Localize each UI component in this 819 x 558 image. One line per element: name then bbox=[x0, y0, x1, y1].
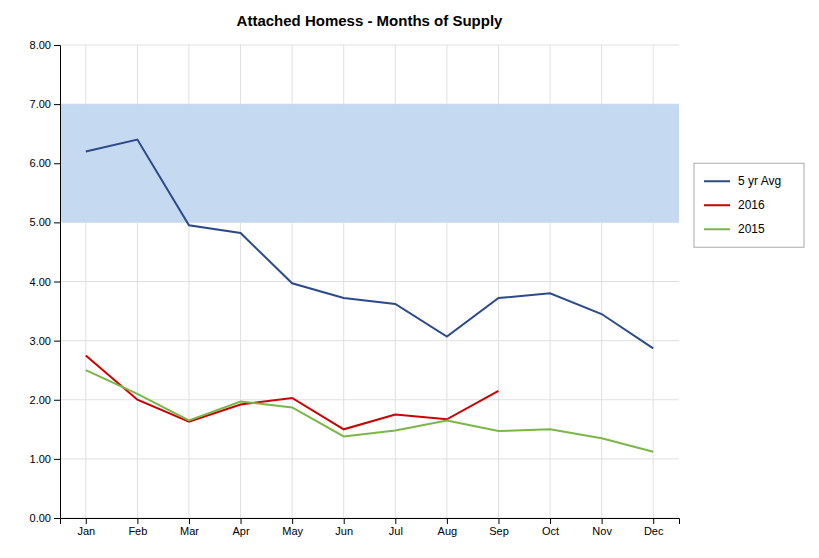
chart: 0.00 1.00 2.00 3.00 4.00 5.00 6.00 7.00 8.00 Jan F… bbox=[0, 0, 819, 558]
y-tick-mark bbox=[54, 222, 60, 223]
y-tick-mark bbox=[54, 45, 60, 46]
x-tick-label: Sep bbox=[489, 525, 509, 537]
y-tick-mark bbox=[54, 459, 60, 460]
x-tick: Nov bbox=[592, 518, 612, 537]
y-axis-line bbox=[54, 46, 61, 519]
grid-line-y bbox=[60, 399, 679, 400]
y-tick-label: 1.00 bbox=[30, 453, 51, 465]
x-tick: Oct bbox=[542, 518, 559, 537]
y-tick-label: 8.00 bbox=[30, 39, 51, 51]
y-tick-mark bbox=[54, 518, 60, 519]
x-tick: Dec bbox=[644, 518, 664, 537]
x-tick: Jul bbox=[389, 518, 403, 537]
y-tick-label: 3.00 bbox=[30, 335, 51, 347]
y-tick-mark bbox=[54, 163, 60, 164]
x-tick: Apr bbox=[232, 518, 249, 537]
x-tick-label: Aug bbox=[438, 525, 458, 537]
x-tick: Sep bbox=[489, 518, 509, 537]
x-tick: Mar bbox=[180, 518, 199, 537]
legend-label: 2015 bbox=[738, 222, 765, 236]
y-tick-mark bbox=[54, 400, 60, 401]
x-tick-mark bbox=[498, 518, 499, 524]
legend-item: 2015 bbox=[704, 222, 765, 236]
x-tick-label: Mar bbox=[180, 525, 199, 537]
series-line bbox=[86, 355, 499, 429]
title: Attached Homess - Months of Supply bbox=[237, 12, 504, 29]
shade-band bbox=[60, 104, 679, 222]
x-tick-mark bbox=[137, 518, 138, 524]
y-tick-label: 4.00 bbox=[30, 276, 51, 288]
legend-label: 5 yr Avg bbox=[738, 174, 781, 188]
legend-swatch bbox=[704, 228, 730, 230]
grid-line-y bbox=[60, 340, 679, 341]
y-tick-mark bbox=[54, 341, 60, 342]
y-tick: 4.00 bbox=[30, 276, 60, 288]
y-tick-label: 2.00 bbox=[30, 394, 51, 406]
grid-line-y bbox=[60, 45, 679, 46]
x-tick-mark bbox=[395, 518, 396, 524]
legend-swatch bbox=[704, 204, 730, 206]
plot: 0.00 1.00 2.00 3.00 4.00 5.00 6.00 7.00 8.00 Jan F… bbox=[30, 39, 680, 537]
y-tick-mark bbox=[54, 104, 60, 105]
series-line bbox=[86, 370, 653, 452]
x-tick-label: Dec bbox=[644, 525, 664, 537]
y-tick-label: 7.00 bbox=[30, 98, 51, 110]
series-line bbox=[86, 140, 653, 349]
x-tick-label: Apr bbox=[232, 525, 249, 537]
y-tick: 5.00 bbox=[30, 216, 60, 228]
x-tick-mark bbox=[447, 518, 448, 524]
x-tick: Aug bbox=[438, 518, 458, 537]
x-tick: Jan bbox=[77, 518, 95, 537]
legend-swatch bbox=[704, 180, 730, 182]
y-axis: 0.00 1.00 2.00 3.00 4.00 5.00 6.00 7.00 8.00 bbox=[30, 39, 61, 524]
legend-label: 2016 bbox=[738, 198, 765, 212]
y-tick: 7.00 bbox=[30, 98, 60, 110]
y-tick-label: 6.00 bbox=[30, 157, 51, 169]
legend-item: 2016 bbox=[704, 198, 765, 212]
x-tick-mark bbox=[344, 518, 345, 524]
y-tick: 6.00 bbox=[30, 157, 60, 169]
x-tick-label: Oct bbox=[542, 525, 559, 537]
x-tick-label: May bbox=[282, 525, 303, 537]
x-tick-mark bbox=[241, 518, 242, 524]
x-tick-mark bbox=[653, 518, 654, 524]
x-axis: Jan Feb Mar Apr May Jun Jul Aug Sep Oct Nov Dec bbox=[61, 518, 680, 537]
y-tick: 2.00 bbox=[30, 394, 60, 406]
y-tick-label: 0.00 bbox=[30, 512, 51, 524]
x-tick-label: Jun bbox=[335, 525, 353, 537]
y-tick: 3.00 bbox=[30, 335, 60, 347]
x-tick-mark bbox=[550, 518, 551, 524]
x-tick-mark bbox=[292, 518, 293, 524]
legend: 5 yr Avg 2016 2015 bbox=[694, 163, 804, 247]
x-axis-line bbox=[61, 519, 680, 525]
y-tick-label: 5.00 bbox=[30, 216, 51, 228]
grid bbox=[60, 45, 679, 518]
x-tick-mark bbox=[189, 518, 190, 524]
grid-line-y bbox=[60, 281, 679, 282]
x-tick-mark bbox=[602, 518, 603, 524]
grid-line-y bbox=[60, 458, 679, 459]
x-tick-label: Feb bbox=[128, 525, 147, 537]
y-tick: 0.00 bbox=[30, 512, 60, 524]
y-tick: 8.00 bbox=[30, 39, 60, 51]
y-tick-mark bbox=[54, 282, 60, 283]
x-tick: Jun bbox=[335, 518, 353, 537]
x-tick-label: Jul bbox=[389, 525, 403, 537]
x-tick-label: Nov bbox=[592, 525, 612, 537]
y-tick: 1.00 bbox=[30, 453, 60, 465]
x-tick: May bbox=[282, 518, 303, 537]
x-tick-mark bbox=[86, 518, 87, 524]
marks bbox=[60, 104, 679, 452]
x-tick: Feb bbox=[128, 518, 147, 537]
legend-frame bbox=[694, 163, 804, 247]
x-tick-label: Jan bbox=[77, 525, 95, 537]
legend-item: 5 yr Avg bbox=[704, 174, 781, 188]
